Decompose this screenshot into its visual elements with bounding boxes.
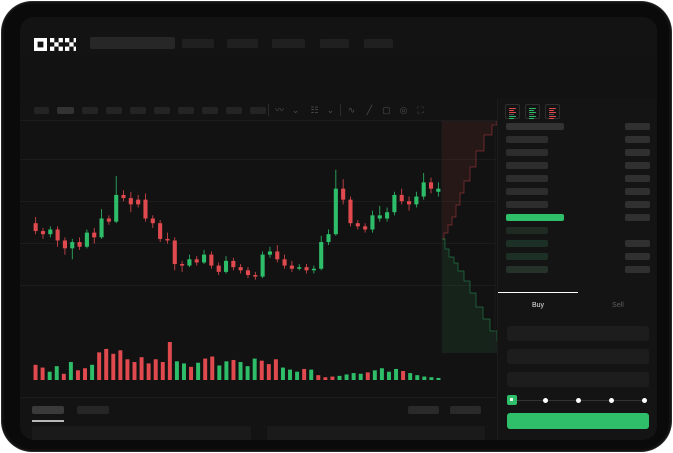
- bid-row-4-amount: [625, 266, 650, 273]
- ask-row-7-price[interactable]: [506, 201, 548, 208]
- place-buy-order-button[interactable]: [507, 413, 649, 429]
- candle-chevron-icon[interactable]: ⌄: [326, 105, 335, 115]
- app-screen: Spot Trading ▾ ▾ 〰 ⌄ ☷ ⌄ ∿ ╱ ▢ ◎ ⛶: [20, 17, 657, 440]
- price-field[interactable]: [507, 326, 649, 341]
- ask-row-1-amount: [625, 123, 650, 130]
- tab-sell[interactable]: Sell: [578, 292, 657, 318]
- price-chart-panel[interactable]: [20, 121, 497, 397]
- toolbar-divider: [340, 104, 341, 116]
- bottom-tab-2[interactable]: [77, 406, 109, 414]
- tf-7[interactable]: [178, 107, 194, 114]
- bottom-pane-right: [267, 426, 485, 440]
- tf-4[interactable]: [106, 107, 122, 114]
- order-book-rows[interactable]: [498, 123, 657, 291]
- amount-field[interactable]: [507, 349, 649, 364]
- ask-row-4-price[interactable]: [506, 162, 548, 169]
- tf-9[interactable]: [226, 107, 242, 114]
- orderbook-mode-asks-icon[interactable]: [545, 104, 560, 119]
- tf-6[interactable]: [154, 107, 170, 114]
- tf-1[interactable]: [34, 107, 49, 114]
- orderbook-mode-bids-icon[interactable]: [525, 104, 540, 119]
- tf-8[interactable]: [202, 107, 218, 114]
- tf-10[interactable]: [250, 107, 266, 114]
- orderbook-mode-both-icon[interactable]: [505, 104, 520, 119]
- tf-5[interactable]: [130, 107, 146, 114]
- candle-style-icon[interactable]: ☷: [310, 105, 319, 115]
- bottom-action-2[interactable]: [450, 406, 481, 414]
- top-navigation-bar: [20, 17, 657, 55]
- draw-tool-icon[interactable]: ╱: [366, 105, 373, 115]
- ask-row-3-amount: [625, 149, 650, 156]
- tab-buy-label: Buy: [531, 302, 545, 309]
- depth-chart-overlay: [441, 121, 497, 353]
- nav-item-2[interactable]: [227, 39, 258, 48]
- ask-row-2-price[interactable]: [506, 136, 548, 143]
- slider-stop-50[interactable]: [575, 397, 581, 403]
- fullscreen-icon[interactable]: ⛶: [417, 105, 424, 115]
- ask-row-5-amount: [625, 175, 650, 182]
- bid-row-3-amount: [625, 253, 650, 260]
- bottom-tab-1[interactable]: [32, 406, 64, 414]
- slider-stop-25[interactable]: [542, 397, 548, 403]
- ask-row-6-price[interactable]: [506, 188, 548, 195]
- tf-3[interactable]: [82, 107, 98, 114]
- settings-icon[interactable]: ◎: [399, 105, 408, 115]
- mid-price-row-price[interactable]: [506, 214, 564, 221]
- orders-positions-panel: [20, 397, 497, 440]
- active-tab-underline: [32, 420, 64, 422]
- ask-row-6-amount: [625, 188, 650, 195]
- ask-row-5-price[interactable]: [506, 175, 548, 182]
- bid-row-1-price[interactable]: [506, 227, 548, 234]
- ask-row-2-amount: [625, 136, 650, 143]
- line-tool-icon[interactable]: ∿: [347, 105, 356, 115]
- bottom-action-1[interactable]: [408, 406, 439, 414]
- indicator-chevron-icon[interactable]: ⌄: [291, 105, 300, 115]
- bid-row-2-price[interactable]: [506, 240, 548, 247]
- bid-row-4-price[interactable]: [506, 266, 548, 273]
- indicator-icon[interactable]: 〰: [274, 105, 284, 115]
- bid-row-2-amount: [625, 240, 650, 247]
- percent-slider[interactable]: [507, 395, 649, 405]
- volume-histogram: [33, 342, 441, 380]
- order-entry-form: [497, 318, 657, 440]
- total-field[interactable]: [507, 372, 649, 387]
- mid-price-row-amount: [625, 214, 650, 221]
- tab-buy[interactable]: Buy: [498, 292, 578, 318]
- nav-item-3[interactable]: [272, 39, 305, 48]
- bottom-pane-left: [32, 426, 251, 440]
- ask-row-4-amount: [625, 162, 650, 169]
- search-input[interactable]: [90, 37, 175, 49]
- nav-item-4[interactable]: [320, 39, 349, 48]
- okx-logo[interactable]: [34, 38, 76, 51]
- bid-row-3-price[interactable]: [506, 253, 548, 260]
- slider-stop-75[interactable]: [608, 397, 614, 403]
- ask-row-7-amount: [625, 201, 650, 208]
- toolbar-divider: [268, 104, 269, 116]
- tf-2[interactable]: [57, 107, 74, 114]
- pair-header-bar: Spot Trading ▾ ▾: [20, 55, 657, 130]
- trade-side-tabs: Buy Sell: [497, 292, 657, 318]
- okx-logo-icon: [34, 38, 76, 51]
- tab-sell-label: Sell: [612, 301, 624, 309]
- slider-stop-100[interactable]: [641, 397, 647, 403]
- nav-item-5[interactable]: [364, 39, 393, 48]
- candlestick-chart[interactable]: [20, 121, 497, 296]
- order-book-panel: [497, 99, 657, 292]
- ask-row-1-price[interactable]: [506, 123, 564, 130]
- nav-item-1[interactable]: [182, 39, 214, 48]
- slider-handle[interactable]: [507, 395, 517, 405]
- snapshot-icon[interactable]: ▢: [382, 105, 391, 115]
- ask-row-3-price[interactable]: [506, 149, 548, 156]
